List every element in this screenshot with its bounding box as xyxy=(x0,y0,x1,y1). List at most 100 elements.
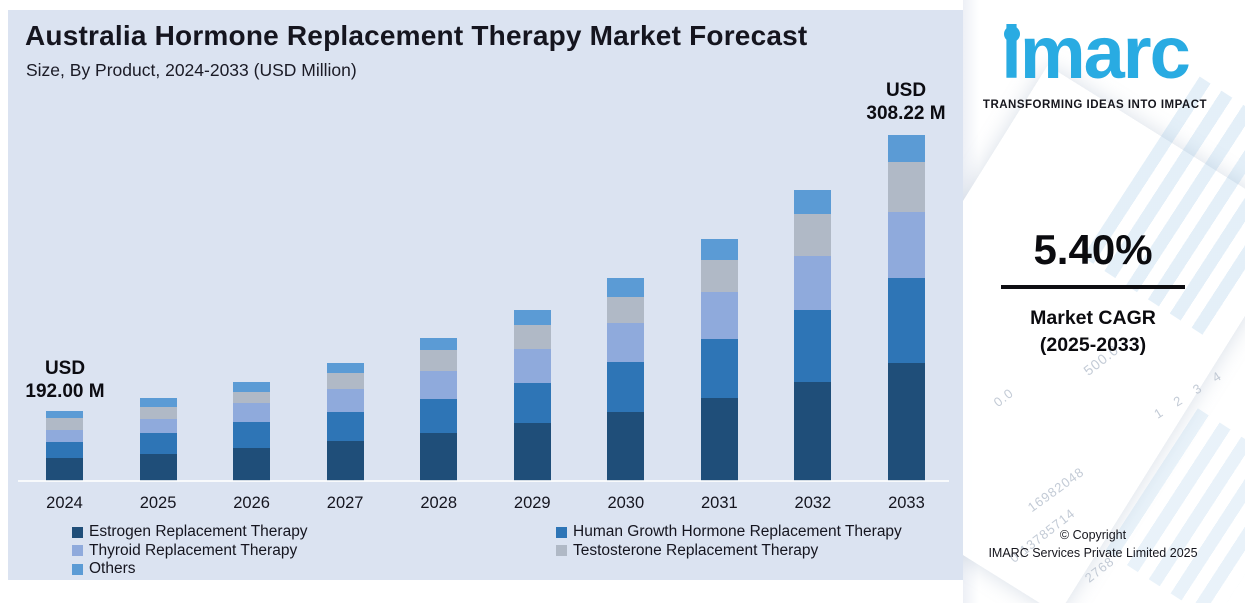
bar-segment-2024-series2 xyxy=(46,430,83,442)
legend-label: Others xyxy=(89,560,136,578)
chart-panel: Australia Hormone Replacement Therapy Ma… xyxy=(8,10,963,580)
bar-segment-2025-series2 xyxy=(139,419,177,434)
x-axis-label-2030: 2030 xyxy=(607,494,645,512)
bar-segment-2025-series4 xyxy=(139,398,177,408)
cagr-label: Market CAGR xyxy=(1030,307,1156,329)
value-label-2033-currency: USD xyxy=(885,79,927,101)
bar-segment-2029-series3 xyxy=(513,325,551,350)
value-label-2024-amount: 192.00 M xyxy=(25,381,105,403)
bar-2024 xyxy=(46,411,83,481)
bar-segment-2028-series1 xyxy=(420,399,458,434)
x-axis-label-2032: 2032 xyxy=(794,494,832,512)
bar-segment-2024-series1 xyxy=(46,442,83,458)
bar-segment-2024-series3 xyxy=(46,418,83,431)
x-axis-label-2027: 2027 xyxy=(326,494,364,512)
bar-segment-2033-series3 xyxy=(887,162,925,213)
bar-segment-2024-series0 xyxy=(46,458,83,481)
bar-segment-2025-series3 xyxy=(139,407,177,420)
bar-segment-2027-series4 xyxy=(326,363,364,374)
bar-segment-2026-series2 xyxy=(233,403,271,423)
bar-segment-2028-series0 xyxy=(420,433,458,481)
bar-segment-2026-series1 xyxy=(233,422,271,448)
imarc-logo: imarc xyxy=(965,14,1225,92)
bar-segment-2026-series0 xyxy=(233,448,271,481)
bar-2028 xyxy=(420,338,458,481)
value-label-2033-amount: 308.22 M xyxy=(866,103,946,125)
brand-tagline: TRANSFORMING IDEAS INTO IMPACT xyxy=(982,99,1208,111)
legend-item: Others xyxy=(72,560,556,579)
bar-segment-2032-series4 xyxy=(794,190,832,214)
bar-segment-2026-series4 xyxy=(233,382,271,393)
bar-segment-2030-series3 xyxy=(607,297,645,323)
bar-segment-2028-series3 xyxy=(420,350,458,372)
x-axis-label-2031: 2031 xyxy=(700,494,738,512)
copyright-line2: IMARC Services Private Limited 2025 xyxy=(988,545,1198,560)
legend-label: Thyroid Replacement Therapy xyxy=(89,541,298,559)
legend-item: Estrogen Replacement Therapy xyxy=(72,523,556,542)
bar-segment-2025-series0 xyxy=(139,454,177,481)
bar-segment-2029-series4 xyxy=(513,310,551,326)
chart-title: Australia Hormone Replacement Therapy Ma… xyxy=(25,20,808,51)
bar-segment-2032-series3 xyxy=(794,213,832,256)
bar-segment-2024-series4 xyxy=(46,411,83,419)
imarc-logo-dot-icon xyxy=(1004,26,1020,42)
bar-segment-2033-series1 xyxy=(887,278,925,364)
x-axis-label-2033: 2033 xyxy=(888,494,925,512)
bar-segment-2031-series0 xyxy=(700,398,738,481)
bar-segment-2026-series3 xyxy=(233,392,271,404)
bar-segment-2029-series0 xyxy=(513,423,551,481)
bar-segment-2029-series2 xyxy=(513,349,551,384)
bar-2031 xyxy=(700,239,738,481)
bar-segment-2028-series2 xyxy=(420,371,458,400)
legend-swatch-icon xyxy=(556,545,567,557)
bar-segment-2031-series3 xyxy=(700,260,738,292)
bar-segment-2027-series0 xyxy=(326,441,364,481)
cagr-block: 5.40% Market CAGR (2025-2033) xyxy=(963,226,1223,360)
bar-segment-2030-series4 xyxy=(607,278,645,298)
copyright-line1: © Copyright xyxy=(1059,528,1127,542)
x-axis-label-2026: 2026 xyxy=(233,494,270,512)
x-axis-label-2025: 2025 xyxy=(139,494,177,512)
legend-label: Estrogen Replacement Therapy xyxy=(89,523,308,541)
brand-sidebar: 500.0 0.0 1 2 3 4 16982048 0.13785714 2768 im… xyxy=(963,0,1245,603)
bar-segment-2025-series1 xyxy=(139,433,177,455)
bar-2026 xyxy=(233,382,271,481)
x-axis-label-2024: 2024 xyxy=(46,494,83,512)
bar-segment-2027-series2 xyxy=(326,389,364,413)
bar-2033 xyxy=(887,135,925,481)
legend-item: Thyroid Replacement Therapy xyxy=(72,542,556,561)
bar-segment-2031-series2 xyxy=(700,292,738,339)
legend-item: Human Growth Hormone Replacement Therapy xyxy=(556,523,902,542)
cagr-value: 5.40% xyxy=(1033,226,1153,273)
bar-segment-2032-series0 xyxy=(794,382,832,481)
bar-segment-2032-series2 xyxy=(794,255,832,310)
x-axis-label-2028: 2028 xyxy=(420,494,458,512)
bar-segment-2027-series1 xyxy=(326,412,364,442)
bar-segment-2032-series1 xyxy=(794,309,832,382)
value-label-2024: USD 192.00 M xyxy=(0,357,135,404)
copyright: © Copyright IMARC Services Private Limit… xyxy=(963,527,1223,562)
bar-2030 xyxy=(607,278,645,481)
bar-2029 xyxy=(513,310,551,481)
bar-segment-2028-series4 xyxy=(420,338,458,351)
plot-area: 2024 2025 2026 2027 2028 2029 2030 2031 2032 2033 xyxy=(8,10,963,580)
bar-segment-2027-series3 xyxy=(326,373,364,390)
legend: Estrogen Replacement Therapy Thyroid Repl… xyxy=(72,523,902,579)
legend-label: Human Growth Hormone Replacement Therapy xyxy=(573,523,902,541)
legend-swatch-icon xyxy=(72,526,83,538)
bar-2032 xyxy=(794,190,832,481)
bar-segment-2031-series1 xyxy=(700,338,738,398)
bar-2025 xyxy=(139,398,177,481)
value-label-2024-currency: USD xyxy=(44,357,86,379)
bar-segment-2029-series1 xyxy=(513,383,551,424)
cagr-period: (2025-2033) xyxy=(1039,334,1147,357)
bar-segment-2030-series1 xyxy=(607,362,645,412)
bar-segment-2033-series4 xyxy=(887,135,925,163)
bar-segment-2031-series4 xyxy=(700,239,738,261)
legend-label: Testosterone Replacement Therapy xyxy=(573,541,819,559)
imarc-logo-text: imarc xyxy=(1001,11,1190,94)
bar-segment-2030-series0 xyxy=(607,411,645,481)
legend-swatch-icon xyxy=(72,545,83,557)
chart-subtitle: Size, By Product, 2024-2033 (USD Million… xyxy=(26,60,357,80)
